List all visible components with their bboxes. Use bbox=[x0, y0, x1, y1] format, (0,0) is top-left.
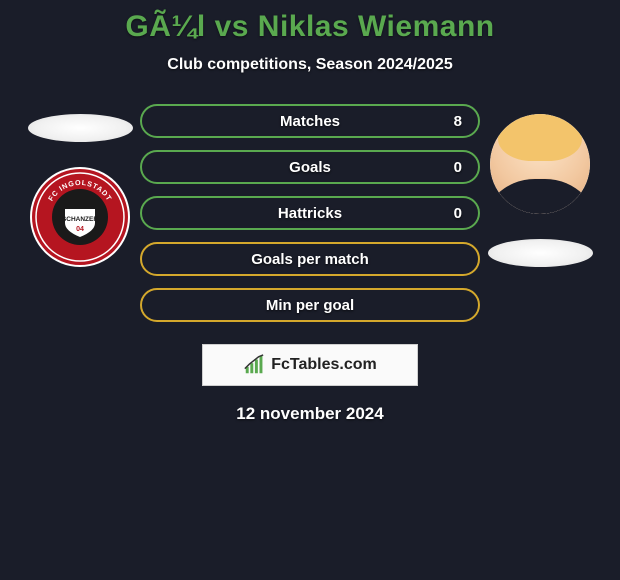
stats-column: Matches8Goals0Hattricks0Goals per matchM… bbox=[140, 104, 480, 424]
comparison-card: GÃ¼l vs Niklas Wiemann Club competitions… bbox=[0, 0, 620, 424]
stat-label: Min per goal bbox=[198, 297, 422, 314]
stat-label: Goals bbox=[198, 159, 422, 176]
stat-right-value: 0 bbox=[422, 205, 462, 222]
stat-bar: Hattricks0 bbox=[140, 196, 480, 230]
date-label: 12 november 2024 bbox=[236, 404, 383, 424]
player-left-name-pill bbox=[28, 114, 133, 142]
player-left-column: FC INGOLSTADT SCHANZER 04 bbox=[20, 104, 140, 267]
player-right-avatar bbox=[490, 114, 590, 214]
fctables-logo-icon bbox=[243, 354, 265, 376]
svg-text:04: 04 bbox=[76, 226, 84, 233]
brand-badge: FcTables.com bbox=[202, 344, 418, 386]
stat-label: Matches bbox=[198, 113, 422, 130]
stat-right-value: 0 bbox=[422, 159, 462, 176]
page-title: GÃ¼l vs Niklas Wiemann bbox=[0, 10, 620, 44]
player-photo-icon bbox=[490, 114, 590, 214]
stat-bar: Min per goal bbox=[140, 288, 480, 322]
main-row: FC INGOLSTADT SCHANZER 04 Matches8Goals0… bbox=[0, 104, 620, 424]
subtitle: Club competitions, Season 2024/2025 bbox=[0, 56, 620, 74]
stat-bar: Matches8 bbox=[140, 104, 480, 138]
svg-text:SCHANZER: SCHANZER bbox=[62, 216, 98, 223]
player-left-avatar: FC INGOLSTADT SCHANZER 04 bbox=[30, 167, 130, 267]
stat-bar: Goals per match bbox=[140, 242, 480, 276]
club-crest-icon: FC INGOLSTADT SCHANZER 04 bbox=[30, 167, 130, 267]
stat-bar: Goals0 bbox=[140, 150, 480, 184]
stat-label: Goals per match bbox=[198, 251, 422, 268]
player-right-column bbox=[480, 104, 600, 267]
stat-right-value: 8 bbox=[422, 113, 462, 130]
brand-text: FcTables.com bbox=[271, 356, 377, 374]
player-right-name-pill bbox=[488, 239, 593, 267]
stat-label: Hattricks bbox=[198, 205, 422, 222]
